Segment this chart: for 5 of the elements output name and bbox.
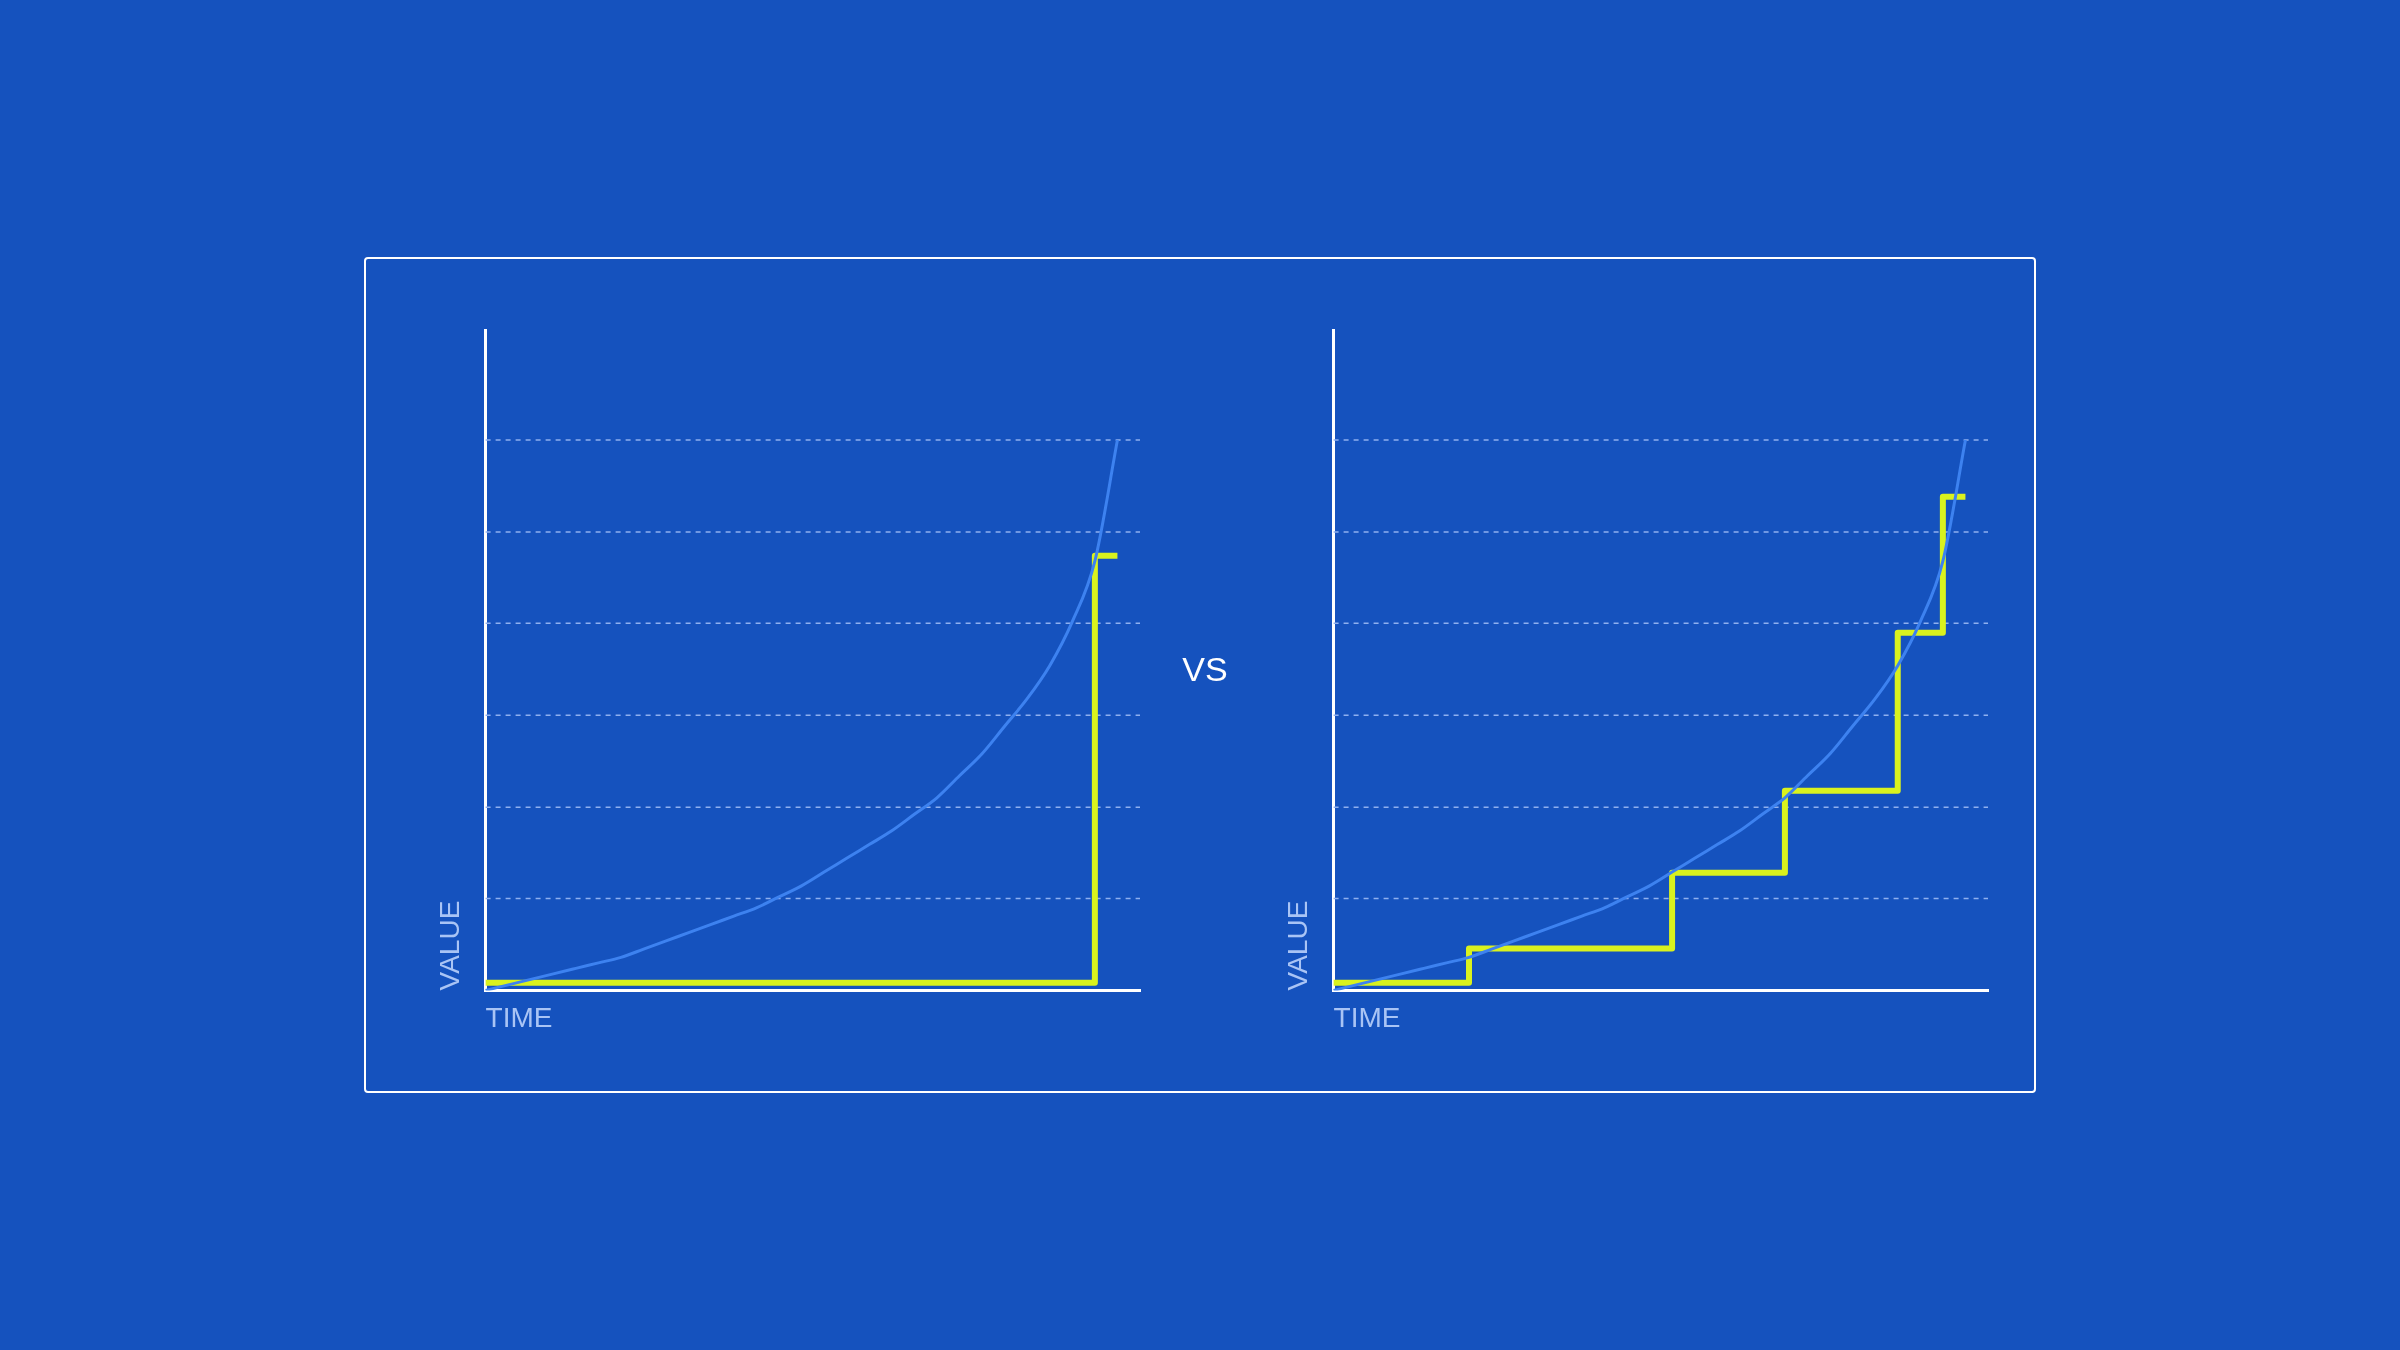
- x-axis-title: TIME: [485, 1001, 553, 1033]
- text: VS: [1181, 650, 1229, 689]
- y-axis-title: VALUE: [1281, 900, 1313, 991]
- x-axis-title: TIME: [1333, 1001, 1401, 1033]
- y-axis-title: VALUE: [433, 900, 465, 991]
